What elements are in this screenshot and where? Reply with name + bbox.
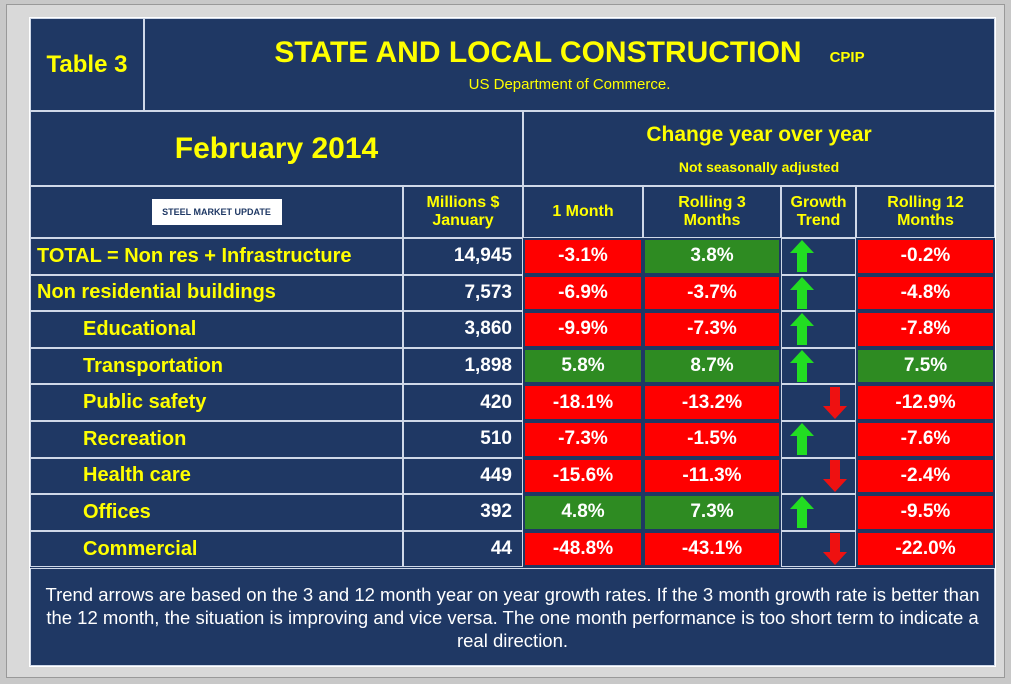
millions: 44 bbox=[403, 530, 523, 568]
row-label: Public safety bbox=[30, 384, 403, 421]
change-cell: 8.7% bbox=[645, 349, 779, 383]
trend-cell bbox=[781, 238, 856, 275]
group-header-cell: Change year over year Not seasonally adj… bbox=[523, 111, 995, 186]
column-header: 1 Month bbox=[523, 186, 643, 238]
arrow-shape bbox=[790, 240, 814, 273]
trend-cell bbox=[781, 457, 856, 495]
arrow-shape bbox=[790, 313, 814, 346]
change-cell: -43.1% bbox=[645, 532, 779, 566]
row-label: Offices bbox=[30, 494, 403, 531]
arrow-shape bbox=[823, 459, 847, 492]
arrow-shape bbox=[823, 386, 847, 419]
change-cell: -3.1% bbox=[525, 240, 641, 273]
trend-cell bbox=[781, 274, 856, 312]
arrow-shape bbox=[790, 276, 814, 309]
page: Table 3 STATE AND LOCAL CONSTRUCTION CPI… bbox=[6, 4, 1005, 678]
tag: CPIP bbox=[829, 49, 865, 66]
trend-cell bbox=[781, 494, 856, 531]
millions: 420 bbox=[403, 384, 523, 421]
change-cell: -13.2% bbox=[645, 386, 779, 419]
change-cell: 7.5% bbox=[858, 349, 993, 383]
trend-cell bbox=[781, 311, 856, 348]
change-cell: -7.8% bbox=[858, 313, 993, 346]
change-cell: -48.8% bbox=[525, 532, 641, 566]
trend-cell bbox=[781, 530, 856, 568]
trend-arrow bbox=[823, 459, 847, 492]
change-cell: -1.5% bbox=[645, 423, 779, 456]
millions: 14,945 bbox=[403, 238, 523, 275]
source: US Department of Commerce. bbox=[468, 76, 671, 93]
logo: STEEL MARKET UPDATE bbox=[151, 199, 282, 225]
column-header: Rolling 12 Months bbox=[856, 186, 995, 238]
change-cell: -2.4% bbox=[858, 459, 993, 493]
trend-arrow bbox=[790, 423, 814, 456]
change-cell: -7.6% bbox=[858, 423, 993, 456]
change-cell: -9.5% bbox=[858, 496, 993, 529]
change-cell: -7.3% bbox=[645, 313, 779, 346]
millions: 392 bbox=[403, 494, 523, 531]
trend-arrow bbox=[790, 350, 814, 383]
title-cell: STATE AND LOCAL CONSTRUCTION CPIP US Dep… bbox=[144, 18, 995, 111]
row-label: Transportation bbox=[30, 347, 403, 385]
change-cell: -12.9% bbox=[858, 386, 993, 419]
millions: 449 bbox=[403, 457, 523, 495]
row-label: TOTAL = Non res + Infrastructure bbox=[30, 238, 403, 275]
row-label: Health care bbox=[30, 457, 403, 495]
column-header: Millions $ January bbox=[403, 186, 523, 238]
trend-arrow bbox=[790, 313, 814, 346]
title-row: STATE AND LOCAL CONSTRUCTION CPIP bbox=[274, 36, 864, 70]
table-label: Table 3 bbox=[30, 18, 144, 111]
change-cell: -9.9% bbox=[525, 313, 641, 346]
trend-arrow bbox=[790, 240, 814, 273]
arrow-shape bbox=[790, 350, 814, 383]
millions: 510 bbox=[403, 421, 523, 458]
row-label: Recreation bbox=[30, 421, 403, 458]
trend-arrow bbox=[790, 276, 814, 309]
column-header: Rolling 3 Months bbox=[643, 186, 781, 238]
footer-note: Trend arrows are based on the 3 and 12 m… bbox=[30, 568, 995, 666]
trend-arrow bbox=[823, 386, 847, 419]
change-cell: -11.3% bbox=[645, 459, 779, 493]
trend-cell bbox=[781, 347, 856, 385]
change-cell: -4.8% bbox=[858, 276, 993, 310]
change-cell: 3.8% bbox=[645, 240, 779, 273]
trend-cell bbox=[781, 421, 856, 458]
table: Table 3 STATE AND LOCAL CONSTRUCTION CPI… bbox=[29, 17, 996, 667]
millions: 3,860 bbox=[403, 311, 523, 348]
trend-cell bbox=[781, 384, 856, 421]
change-cell: -6.9% bbox=[525, 276, 641, 310]
change-cell: 5.8% bbox=[525, 349, 641, 383]
arrow-shape bbox=[790, 496, 814, 529]
change-cell: 7.3% bbox=[645, 496, 779, 529]
change-cell: -22.0% bbox=[858, 532, 993, 566]
change-cell: -3.7% bbox=[645, 276, 779, 310]
change-cell: 4.8% bbox=[525, 496, 641, 529]
group-note: Not seasonally adjusted bbox=[678, 158, 840, 175]
change-cell: -18.1% bbox=[525, 386, 641, 419]
millions: 7,573 bbox=[403, 274, 523, 312]
arrow-shape bbox=[823, 533, 847, 566]
column-header: Growth Trend bbox=[781, 186, 856, 238]
change-cell: -7.3% bbox=[525, 423, 641, 456]
title: STATE AND LOCAL CONSTRUCTION bbox=[274, 36, 802, 69]
logo-cell: STEEL MARKET UPDATE bbox=[30, 186, 403, 238]
row-label: Non residential buildings bbox=[30, 274, 403, 312]
trend-arrow bbox=[790, 496, 814, 529]
millions: 1,898 bbox=[403, 347, 523, 385]
row-label: Commercial bbox=[30, 530, 403, 568]
change-cell: -0.2% bbox=[858, 240, 993, 273]
group-header: Change year over year bbox=[646, 122, 872, 146]
change-cell: -15.6% bbox=[525, 459, 641, 493]
period: February 2014 bbox=[30, 111, 523, 186]
row-label: Educational bbox=[30, 311, 403, 348]
arrow-shape bbox=[790, 423, 814, 456]
trend-arrow bbox=[823, 533, 847, 566]
